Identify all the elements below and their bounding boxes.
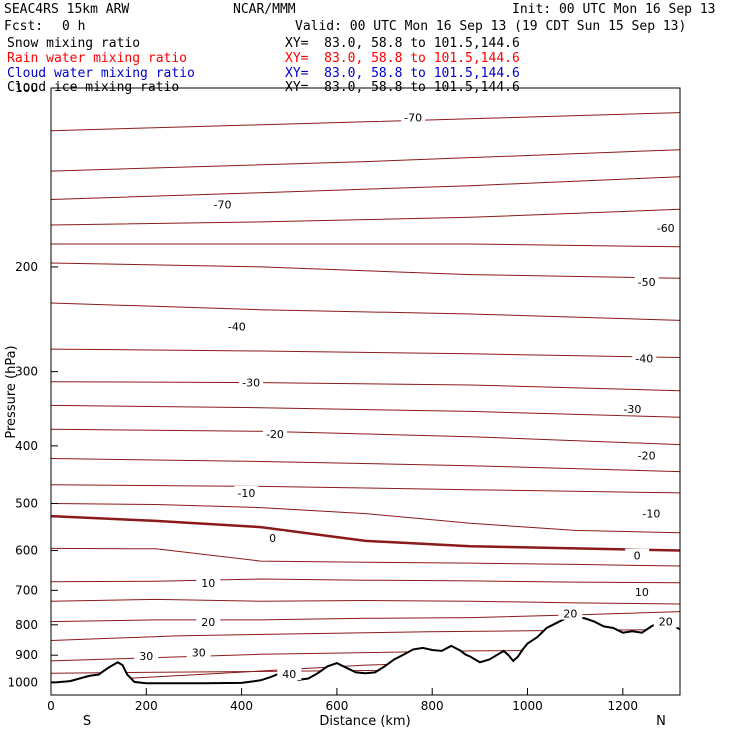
isotherm-5: [50, 547, 681, 567]
isotherm-label-bg: [277, 667, 302, 681]
field-name-rain: Rain water mixing ratio: [7, 51, 188, 66]
isotherm-15: [50, 598, 681, 605]
isotherm-label: 0: [269, 532, 276, 545]
isotherm-label-bg: [186, 645, 211, 659]
field-name-snow: Snow mixing ratio: [7, 36, 141, 51]
isotherm-label: -20: [266, 428, 284, 441]
y-tick-label: 600: [15, 544, 38, 558]
isotherm--10: [50, 484, 681, 494]
isotherm-label: -10: [642, 508, 660, 521]
y-tick-label: 900: [15, 648, 38, 662]
isotherm-label-bg: [196, 576, 221, 590]
isotherm-label-bg: [196, 615, 221, 629]
y-tick-label: 100: [15, 81, 38, 95]
field-xy-rain: XY= 83.0, 58.8 to 101.5,144.6: [285, 51, 520, 66]
forecast-label: Fcst:: [4, 19, 44, 34]
isotherm-label-bg: [558, 606, 583, 620]
isotherm--5: [50, 503, 681, 534]
field-xy-cloud-water: XY= 83.0, 58.8 to 101.5,144.6: [285, 66, 520, 81]
plot-frame: [50, 87, 681, 696]
x-tick-label: 1000: [512, 699, 543, 713]
isotherm-label-bg: [262, 426, 287, 440]
org-label: NCAR/MMM: [233, 2, 296, 17]
isotherm-label-bg: [134, 648, 159, 662]
y-tick-label: 300: [15, 365, 38, 379]
south-end-label: S: [83, 714, 91, 729]
isotherm-label-bg: [653, 220, 678, 234]
isotherm-label-bg: [639, 506, 664, 520]
isotherm-label: -30: [623, 403, 641, 416]
isotherm-label: 40: [282, 668, 296, 681]
y-tick-label: 800: [15, 618, 38, 632]
isotherm--35: [50, 348, 681, 358]
y-tick-label: 500: [15, 496, 38, 510]
isotherm-label: -70: [404, 111, 422, 124]
field-name-cloud-water: Cloud water mixing ratio: [7, 66, 195, 81]
isotherm-label: 30: [139, 650, 153, 663]
isotherm-label: -40: [228, 321, 246, 334]
isotherm-label: -60: [657, 222, 675, 235]
isotherm-label: -50: [638, 276, 656, 289]
forecast-hour: 0 h: [62, 19, 86, 34]
isotherm--60: [50, 176, 681, 200]
y-tick-label: 400: [15, 439, 38, 453]
north-end-label: N: [656, 714, 666, 729]
isotherm-label-bg: [620, 402, 645, 416]
init-time: Init: 00 UTC Mon 16 Sep 13: [512, 2, 716, 17]
isotherm-label-bg: [629, 585, 654, 599]
isotherm-label-bg: [239, 375, 264, 389]
isotherm-label: -10: [237, 487, 255, 500]
isotherm-label-bg: [634, 274, 659, 288]
x-tick-label: 400: [230, 699, 253, 713]
isotherm--20: [50, 428, 681, 446]
isotherm-label-bg: [401, 110, 426, 124]
isotherm-label-bg: [260, 531, 285, 545]
isotherm-label: -40: [635, 352, 653, 365]
isotherm-label: -30: [242, 377, 260, 390]
isotherm--25: [50, 404, 681, 418]
isotherm-label: 30: [192, 646, 206, 659]
isotherm-label: 20: [201, 616, 215, 629]
terrain-fill: [51, 617, 680, 695]
isotherm-label: 0: [634, 550, 641, 563]
isotherm--50: [51, 243, 681, 248]
isotherm-label-bg: [625, 548, 650, 562]
isotherm-label-bg: [632, 351, 657, 365]
isotherm--40: [50, 302, 681, 321]
x-tick-label: 800: [421, 699, 444, 713]
x-axis-title: Distance (km): [319, 714, 410, 729]
isotherm-label: -70: [214, 198, 232, 211]
isotherm-label-bg: [634, 448, 659, 462]
isotherm--65: [50, 149, 681, 172]
model-title: SEAC4RS 15km ARW: [4, 2, 130, 17]
isotherm--70: [50, 112, 681, 132]
x-tick-label: 600: [325, 699, 348, 713]
isotherm-label: -20: [638, 449, 656, 462]
isotherm--45: [50, 262, 681, 279]
isotherm--15: [50, 458, 681, 473]
y-tick-label: 200: [15, 260, 38, 274]
isotherm--55: [50, 208, 681, 226]
valid-time: Valid: 00 UTC Mon 16 Sep 13 (19 CDT Sun …: [295, 19, 687, 34]
isotherm-label: 10: [201, 577, 215, 590]
field-xy-snow: XY= 83.0, 58.8 to 101.5,144.6: [285, 36, 520, 51]
y-tick-label: 700: [15, 583, 38, 597]
x-tick-label: 1200: [608, 699, 639, 713]
y-axis-title: Pressure (hPa): [4, 345, 19, 438]
x-tick-label: 0: [47, 699, 55, 713]
y-tick-label: 1000: [7, 675, 38, 689]
isotherm-label-bg: [234, 485, 259, 499]
isotherm-label-bg: [224, 319, 249, 333]
isotherm-10: [50, 578, 681, 584]
isotherm-label: 20: [659, 616, 673, 629]
isotherm--30: [50, 381, 681, 392]
isotherm-label-bg: [653, 614, 678, 628]
x-tick-label: 200: [135, 699, 158, 713]
isotherm-0: [50, 514, 681, 552]
isotherm-label-bg: [210, 197, 235, 211]
isotherm-label: 20: [563, 608, 577, 621]
isotherm-label: 10: [635, 586, 649, 599]
